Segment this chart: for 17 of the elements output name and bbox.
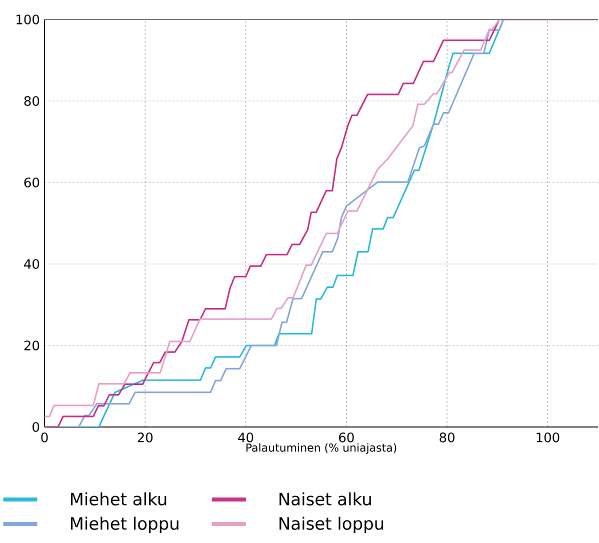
x-tick-label: 40	[238, 432, 254, 442]
x-tick-label: 20	[138, 432, 153, 442]
legend-label: Miehet loppu	[70, 516, 178, 534]
x-tick-label: 0	[41, 432, 48, 442]
legend-label: Naiset alku	[280, 492, 371, 506]
x-tick-label: 80	[440, 432, 454, 442]
y-tick-label: 60	[24, 178, 40, 188]
x-tick-label: 60	[339, 432, 354, 442]
y-tick-label: 0	[32, 422, 40, 432]
legend-label: Naiset loppu	[280, 516, 384, 534]
y-tick-label: 100	[16, 14, 40, 24]
legend-label: Miehet alku	[70, 492, 166, 506]
x-axis-title: Palautuminen (% uniajasta)	[246, 443, 396, 454]
y-tick-label: 20	[24, 340, 40, 350]
y-tick-label: 40	[24, 259, 40, 269]
x-tick-label: 100	[536, 432, 560, 442]
y-tick-label: 80	[24, 96, 40, 106]
